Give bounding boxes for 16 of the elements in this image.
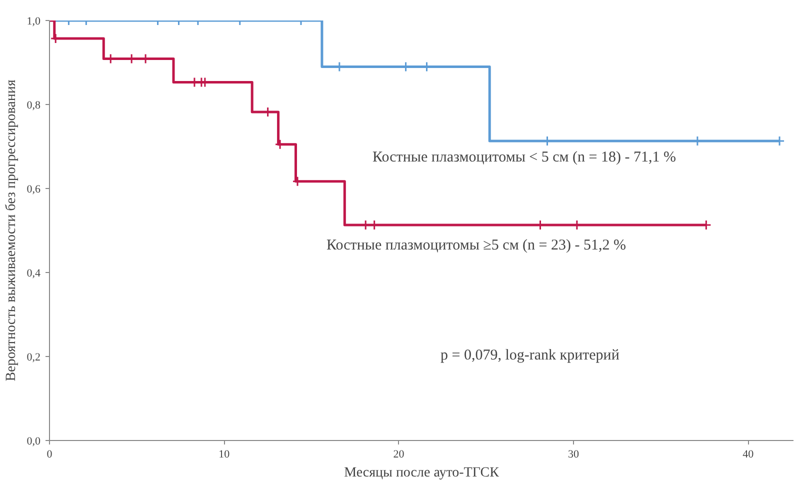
y-axis-title: Вероятность выживаемости без прогрессирования [4, 79, 19, 382]
y-tick-label: 0,4 [26, 268, 41, 280]
y-tick-label: 0,6 [26, 184, 41, 196]
y-tick-label: 0,8 [26, 100, 41, 112]
x-tick-label: 10 [218, 448, 230, 460]
x-tick-label: 0 [46, 448, 53, 460]
x-tick-label: 20 [393, 448, 405, 460]
annotation: Костные плазмоцитомы < 5 см (n = 18) - 71,1 % [372, 150, 676, 166]
y-tick-label: 1,0 [26, 16, 41, 28]
annotation: Костные плазмоцитомы ≥5 см (n = 23) - 51,2 % [326, 238, 626, 254]
annotation: p = 0,079, log-rank критерий [440, 348, 620, 364]
y-tick-label: 0,0 [26, 436, 41, 448]
x-tick-label: 40 [742, 448, 754, 460]
y-tick-label: 0,2 [26, 352, 40, 364]
x-axis-title: Месяцы после ауто-ТГСК [344, 466, 500, 480]
x-tick-label: 30 [568, 448, 580, 460]
